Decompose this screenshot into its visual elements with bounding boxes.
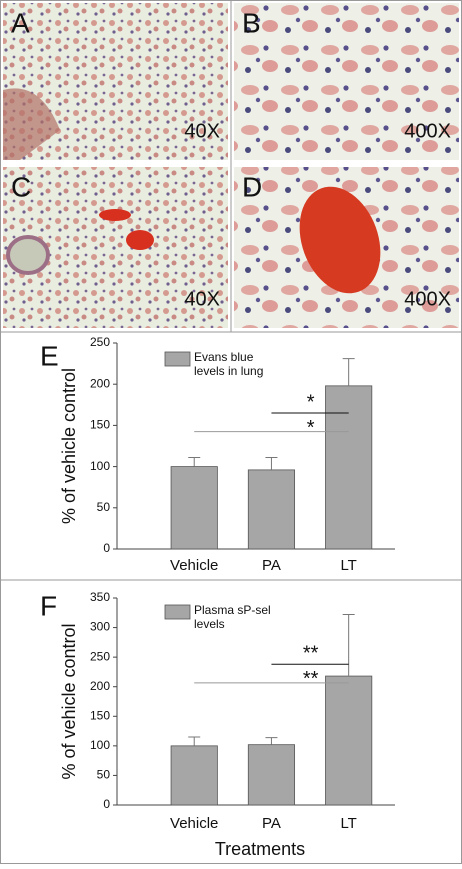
magnification: 400X bbox=[404, 288, 451, 310]
micrograph-detail bbox=[6, 235, 50, 275]
legend-swatch bbox=[164, 604, 191, 620]
y-tick-label: 350 bbox=[90, 590, 110, 604]
legend-swatch bbox=[164, 351, 191, 367]
significance-marker: ** bbox=[303, 643, 319, 665]
legend-entry: Evans blue levels in lung bbox=[194, 350, 264, 378]
x-tick-label: Vehicle bbox=[170, 557, 218, 574]
y-tick-label: 100 bbox=[90, 738, 110, 752]
bar bbox=[247, 469, 296, 550]
panel-label: E bbox=[40, 340, 59, 371]
panel-label: D bbox=[242, 171, 262, 202]
y-tick-label: 200 bbox=[90, 679, 110, 693]
error-bar bbox=[342, 358, 355, 386]
y-tick-label: 0 bbox=[103, 797, 110, 811]
y-tick-label: 150 bbox=[90, 708, 110, 722]
error-bar bbox=[188, 457, 201, 467]
x-tick-label: LT bbox=[340, 815, 356, 832]
y-tick-label: 200 bbox=[90, 376, 110, 390]
micrograph-detail bbox=[126, 230, 154, 250]
micrograph-detail bbox=[3, 88, 60, 160]
error-bar bbox=[342, 614, 355, 677]
legend-entry: Plasma sP-sel levels bbox=[194, 603, 271, 631]
error-bar bbox=[188, 736, 201, 746]
y-tick-label: 300 bbox=[90, 620, 110, 634]
y-tick-label: 250 bbox=[90, 649, 110, 663]
error-bar bbox=[265, 457, 278, 470]
y-tick-label: 0 bbox=[103, 541, 110, 555]
panel-label: F bbox=[40, 590, 57, 621]
micrograph bbox=[234, 3, 459, 160]
y-axis-label: % of vehicle control bbox=[59, 623, 79, 779]
legend-label: Plasma sP-sel levels bbox=[194, 603, 271, 631]
micrograph-detail bbox=[99, 209, 131, 221]
significance-marker: ** bbox=[303, 668, 319, 690]
magnification: 40X bbox=[184, 120, 220, 142]
panel-label: C bbox=[11, 171, 31, 202]
y-tick-label: 150 bbox=[90, 418, 110, 432]
bar bbox=[325, 385, 373, 550]
x-tick-label: PA bbox=[262, 815, 281, 832]
significance-marker: * bbox=[307, 391, 315, 413]
y-tick-label: 250 bbox=[90, 335, 110, 349]
micrograph-detail bbox=[299, 186, 381, 294]
bar bbox=[170, 466, 218, 550]
bar bbox=[247, 744, 296, 806]
magnification: 40X bbox=[184, 288, 220, 310]
panel-label: B bbox=[242, 7, 261, 38]
bar bbox=[325, 675, 373, 806]
x-tick-label: Vehicle bbox=[170, 815, 218, 832]
magnification: 400X bbox=[404, 120, 451, 142]
x-tick-label: LT bbox=[340, 557, 356, 574]
y-tick-label: 50 bbox=[97, 500, 111, 514]
y-axis-label: % of vehicle control bbox=[59, 368, 79, 524]
x-axis-label: Treatments bbox=[215, 839, 305, 859]
significance-marker: * bbox=[307, 417, 315, 439]
panel-label: A bbox=[11, 7, 30, 38]
error-bar bbox=[265, 737, 278, 745]
legend-label: Evans blue levels in lung bbox=[194, 350, 264, 378]
x-tick-label: PA bbox=[262, 557, 281, 574]
y-tick-label: 100 bbox=[90, 459, 110, 473]
bar bbox=[170, 745, 218, 806]
y-tick-label: 50 bbox=[97, 768, 111, 782]
